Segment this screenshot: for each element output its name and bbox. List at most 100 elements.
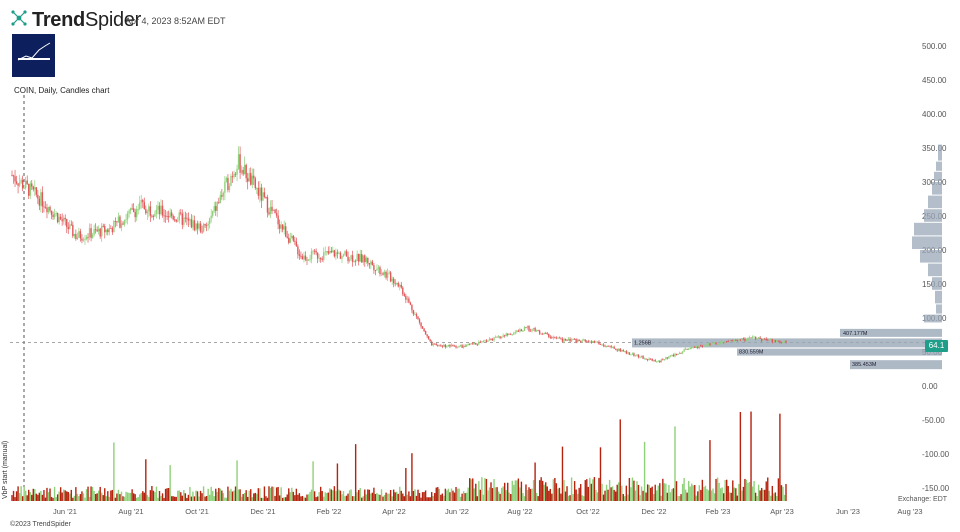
volume-bar xyxy=(637,484,640,501)
candle-body xyxy=(26,180,28,184)
volume-bar xyxy=(776,495,778,501)
candle-body xyxy=(773,340,775,343)
candle-body xyxy=(507,333,509,335)
volume-bar xyxy=(368,489,371,501)
candle-body xyxy=(131,208,133,210)
candle-body xyxy=(166,216,168,217)
volume-bar xyxy=(426,497,428,501)
volume-bar xyxy=(324,492,326,501)
volume-bar xyxy=(662,478,664,501)
volume-bar xyxy=(581,495,583,501)
volume-bar xyxy=(773,493,775,501)
volume-bar xyxy=(14,497,16,501)
volume-bar xyxy=(236,460,238,501)
volume-bar xyxy=(537,496,539,501)
vbp-bar xyxy=(850,360,942,370)
volume-bar xyxy=(528,487,530,501)
candle-body xyxy=(222,192,225,197)
candle-body xyxy=(560,338,562,340)
volume-bar xyxy=(202,486,205,501)
candle-body xyxy=(295,241,298,247)
volume-bar xyxy=(137,496,139,501)
volume-bar xyxy=(75,487,77,501)
candle-body xyxy=(575,339,577,343)
candle-body xyxy=(497,336,500,338)
volume-bar xyxy=(443,495,445,501)
candle-body xyxy=(540,333,542,335)
volume-bar xyxy=(383,495,386,501)
volume-bar xyxy=(406,494,409,501)
volume-bar xyxy=(164,488,167,501)
time-axis-label: Apr '22 xyxy=(382,507,406,516)
candle-body xyxy=(310,251,313,260)
candle-body xyxy=(316,252,319,259)
volume-bar xyxy=(268,486,270,501)
volume-bar xyxy=(494,487,497,501)
candle-body xyxy=(90,228,92,238)
volume-bar xyxy=(113,442,115,501)
volume-bar xyxy=(344,496,346,501)
candle-body xyxy=(566,340,568,341)
volume-bar xyxy=(292,491,295,501)
candle-body xyxy=(608,345,611,347)
candle-body xyxy=(125,219,127,221)
volume-bar xyxy=(240,496,243,501)
candle-body xyxy=(721,342,723,344)
volume-bar xyxy=(785,484,787,501)
volume-bar xyxy=(180,492,182,501)
candle-body xyxy=(190,219,193,228)
candle-body xyxy=(192,220,194,228)
volume-bar xyxy=(275,487,278,501)
candle-body xyxy=(145,209,147,214)
volume-bar xyxy=(114,497,117,501)
candle-body xyxy=(193,220,196,231)
vbp-label: 1.256B xyxy=(634,340,652,346)
volume-bar xyxy=(675,481,678,501)
volume-bar xyxy=(704,485,707,501)
candle-body xyxy=(564,338,567,341)
volume-bar xyxy=(265,496,267,501)
candle-body xyxy=(695,346,697,348)
candle-body xyxy=(248,173,250,182)
candle-body xyxy=(753,336,755,338)
candle-body xyxy=(418,319,421,323)
volume-bar xyxy=(782,486,784,501)
volume-bar xyxy=(120,491,123,501)
candle-body xyxy=(438,345,440,347)
candle-body xyxy=(79,231,82,239)
candle-body xyxy=(312,250,314,252)
volume-bar xyxy=(288,488,290,501)
volume-bar xyxy=(55,497,57,501)
volume-bar xyxy=(347,493,349,501)
candle-body xyxy=(119,216,121,228)
volume-bar xyxy=(461,493,463,501)
candle-body xyxy=(494,336,497,338)
candle-body xyxy=(327,251,329,254)
vbp-bar xyxy=(632,338,942,348)
volume-bar xyxy=(415,495,418,501)
candle-body xyxy=(61,219,63,222)
volume-bar xyxy=(11,495,13,501)
volume-bar xyxy=(17,486,19,501)
volume-bar xyxy=(21,496,24,501)
volume-bar xyxy=(158,491,161,501)
volume-bar xyxy=(473,488,475,501)
candle-body xyxy=(181,213,184,225)
volume-bar xyxy=(759,490,761,501)
candle-body xyxy=(744,338,746,341)
volume-bar xyxy=(668,484,670,501)
volume-bar xyxy=(181,495,184,501)
volume-bar xyxy=(701,479,704,501)
candle-body xyxy=(170,212,173,216)
volume-bar xyxy=(78,496,80,501)
volume-bar xyxy=(491,488,494,501)
time-axis-label: Feb '22 xyxy=(317,507,342,516)
volume-bar xyxy=(470,479,472,501)
candle-body xyxy=(368,263,371,265)
candle-body xyxy=(409,302,412,305)
volume-bar xyxy=(706,489,708,501)
volume-bar xyxy=(166,488,168,501)
candle-body xyxy=(318,258,320,259)
volume-bar xyxy=(157,497,159,501)
